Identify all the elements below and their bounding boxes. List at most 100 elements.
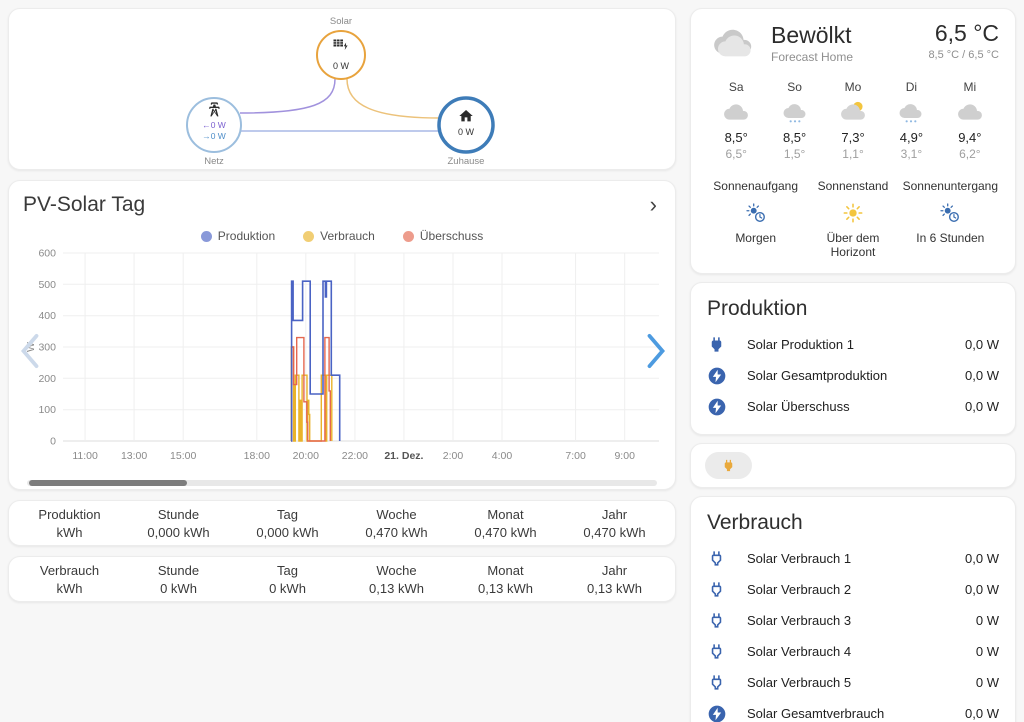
solar-label: Solar bbox=[330, 16, 352, 27]
solar-node[interactable]: Solar 0 W bbox=[316, 16, 366, 80]
stat-col-monat: Monat 0,13 kWh bbox=[451, 563, 560, 596]
sun-value: Über dem Horizont bbox=[826, 231, 880, 260]
stat-label: Stunde bbox=[157, 506, 200, 522]
transmission-tower-icon bbox=[208, 102, 220, 117]
cloudy-icon bbox=[707, 99, 765, 125]
entity-row[interactable]: Solar Verbrauch 3 0 W bbox=[707, 605, 999, 636]
home-node[interactable]: 0 W Zuhause bbox=[437, 96, 495, 167]
entity-row[interactable]: Solar Verbrauch 5 0 W bbox=[707, 667, 999, 698]
legend-item[interactable]: Verbrauch bbox=[303, 229, 375, 243]
weather-card[interactable]: Bewölkt Forecast Home 6,5 °C 8,5 °C / 6,… bbox=[690, 8, 1016, 275]
solar-value: 0 W bbox=[333, 61, 350, 71]
forecast-day-Mo: Mo 7,3° 1,1° bbox=[824, 80, 882, 161]
verbrauch-card: Verbrauch Solar Verbrauch 1 0,0 W Solar Ve… bbox=[690, 496, 1016, 722]
stat-value: 0,000 kWh bbox=[147, 524, 210, 540]
svg-text:300: 300 bbox=[38, 342, 56, 354]
svg-text:9:00: 9:00 bbox=[614, 450, 635, 462]
stat-col-produktion: Produktion kWh bbox=[15, 507, 124, 540]
forecast-templow: 6,5° bbox=[725, 147, 747, 162]
forecast-templow: 6,2° bbox=[959, 147, 981, 162]
produktion-chip-row bbox=[690, 443, 1016, 489]
legend-item[interactable]: Produktion bbox=[200, 229, 275, 243]
stat-value: 0,470 kWh bbox=[474, 524, 537, 540]
power-plug-outline-icon bbox=[707, 642, 747, 661]
right-column: Bewölkt Forecast Home 6,5 °C 8,5 °C / 6,… bbox=[690, 8, 1016, 722]
entity-row[interactable]: Solar Produktion 1 0,0 W bbox=[707, 329, 999, 360]
forecast-day-label: Mo bbox=[844, 80, 862, 95]
stat-col-woche: Woche 0,13 kWh bbox=[342, 563, 451, 596]
chevron-right-icon[interactable]: › bbox=[649, 192, 657, 217]
sun-col-sunset: Sonnenuntergang In 6 Stunden bbox=[902, 179, 999, 259]
produktion-title: Produktion bbox=[707, 297, 808, 321]
svg-text:100: 100 bbox=[38, 404, 56, 416]
legend-dot-icon bbox=[402, 230, 414, 242]
legend-dot-icon bbox=[200, 230, 212, 242]
stat-label: Woche bbox=[376, 562, 417, 578]
entity-row[interactable]: Solar Verbrauch 2 0,0 W bbox=[707, 574, 999, 605]
sun-icon bbox=[804, 202, 901, 224]
forecast-day-Sa: Sa 8,5° 6,5° bbox=[707, 80, 765, 161]
verbrauch-stats-card: Verbrauch kWh Stunde 0 kWh Tag 0 kWh Woche 0,13… bbox=[8, 556, 676, 602]
svg-text:11:00: 11:00 bbox=[72, 450, 98, 462]
chart-scrollbar[interactable] bbox=[27, 480, 657, 486]
weather-state: Bewölkt bbox=[771, 22, 852, 48]
stat-label: Produktion bbox=[38, 506, 101, 522]
svg-text:600: 600 bbox=[38, 248, 56, 260]
stat-col-stunde: Stunde 0 kWh bbox=[124, 563, 233, 596]
forecast-templow: 1,1° bbox=[842, 147, 864, 162]
entity-row[interactable]: Solar Überschuss 0,0 W bbox=[707, 391, 999, 422]
svg-text:22:00: 22:00 bbox=[342, 450, 368, 462]
sun-clock-icon bbox=[707, 202, 804, 224]
chart-next-icon[interactable] bbox=[643, 331, 669, 371]
forecast-temp: 4,9° bbox=[899, 130, 924, 146]
entity-chip[interactable] bbox=[705, 452, 752, 480]
entity-row[interactable]: Solar Gesamtverbrauch 0,0 W bbox=[707, 698, 999, 722]
weather-temperature: 6,5 °C bbox=[934, 20, 999, 46]
forecast-day-Di: Di 4,9° 3,1° bbox=[882, 80, 940, 161]
weather-secondary: 8,5 °C / 6,5 °C bbox=[928, 49, 999, 62]
cloudy-icon bbox=[941, 99, 999, 125]
svg-text:20:00: 20:00 bbox=[293, 450, 319, 462]
svg-text:500: 500 bbox=[38, 279, 56, 291]
chart-title: PV-Solar Tag bbox=[23, 193, 146, 216]
home-icon bbox=[459, 110, 473, 122]
entity-row[interactable]: Solar Verbrauch 4 0 W bbox=[707, 636, 999, 667]
power-plug-outline-icon bbox=[707, 580, 747, 599]
entity-name: Solar Gesamtverbrauch bbox=[747, 706, 885, 722]
produktion-entity-list: Solar Produktion 1 0,0 W Solar Gesamtprodu… bbox=[707, 329, 999, 422]
stat-label: Monat bbox=[487, 562, 524, 578]
entity-name: Solar Verbrauch 1 bbox=[747, 551, 852, 567]
entity-name: Solar Verbrauch 5 bbox=[747, 675, 852, 691]
legend-item[interactable]: Überschuss bbox=[402, 229, 484, 243]
stat-value: 0,470 kWh bbox=[583, 524, 646, 540]
chart-scrollbar-thumb[interactable] bbox=[29, 480, 187, 486]
forecast-day-label: Mi bbox=[963, 80, 977, 95]
svg-text:21. Dez.: 21. Dez. bbox=[384, 450, 423, 462]
home-label: Zuhause bbox=[448, 156, 485, 167]
partlycloudy-icon bbox=[824, 99, 882, 125]
power-plug-icon bbox=[707, 335, 747, 354]
stat-label: Tag bbox=[277, 506, 298, 522]
home-value: 0 W bbox=[458, 127, 475, 137]
entity-row[interactable]: Solar Verbrauch 1 0,0 W bbox=[707, 543, 999, 574]
stat-col-jahr: Jahr 0,13 kWh bbox=[560, 563, 669, 596]
pv-solar-chart: 0 100 200 300 400 500 600 11:00 13:00 15:00 18:00 2… bbox=[25, 248, 659, 462]
forecast-temp: 7,3° bbox=[841, 130, 865, 146]
svg-text:200: 200 bbox=[38, 373, 56, 385]
grid-node[interactable]: ←0 W →0 W Netz bbox=[186, 97, 242, 167]
forecast-templow: 1,5° bbox=[783, 147, 806, 162]
stat-label: Tag bbox=[277, 562, 298, 578]
svg-text:400: 400 bbox=[38, 310, 56, 322]
svg-text:15:00: 15:00 bbox=[170, 450, 196, 462]
entity-row[interactable]: Solar Gesamtproduktion 0,0 W bbox=[707, 360, 999, 391]
stat-value: kWh bbox=[56, 580, 83, 596]
energy-flow-diagram: Solar 0 W bbox=[186, 16, 495, 167]
sun-value: In 6 Stunden bbox=[916, 231, 985, 246]
legend-label: Überschuss bbox=[419, 229, 484, 243]
chart-prev-icon[interactable] bbox=[17, 331, 43, 371]
stat-col-tag: Tag 0,000 kWh bbox=[233, 507, 342, 540]
left-column: Solar 0 W bbox=[8, 8, 676, 714]
produktion-card: Produktion Solar Produktion 1 0,0 W Solar … bbox=[690, 282, 1016, 436]
entity-value: 0 W bbox=[975, 644, 999, 660]
